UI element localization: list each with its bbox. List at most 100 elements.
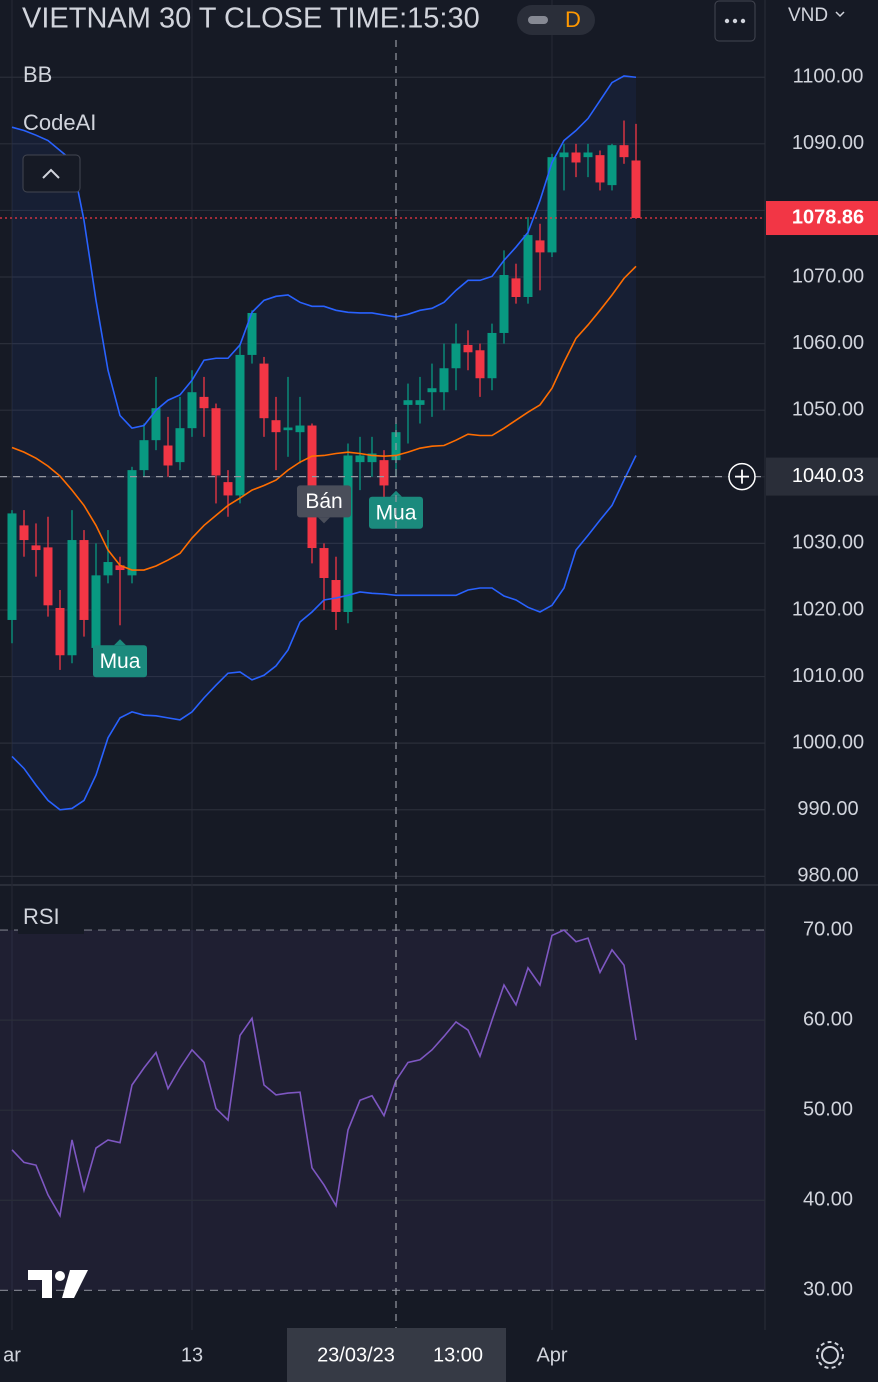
candle-body: [79, 540, 89, 620]
y-tick-label: 1060.00: [792, 332, 864, 354]
y-tick-label: 1100.00: [793, 66, 864, 88]
tv-logo: [28, 1270, 88, 1298]
currency[interactable]: VND: [788, 5, 828, 26]
last-price-label: 1078.86: [792, 206, 864, 228]
dot: [724, 18, 730, 24]
candle-body: [595, 155, 605, 183]
y-tick-label: 1030.00: [792, 532, 864, 554]
settings-icon[interactable]: [816, 1341, 844, 1369]
candle-body: [19, 525, 29, 541]
rsi-title-bg: [18, 900, 84, 934]
candle-body: [175, 428, 185, 463]
chevron-up: [42, 168, 60, 179]
y-tick-label: 70.00: [803, 918, 853, 940]
band-middle: [11, 265, 637, 571]
crosshair-price-box: [766, 457, 878, 496]
candle-body: [427, 388, 437, 393]
y-tick-label: 60.00: [803, 1008, 853, 1030]
signal-pointer: [390, 490, 402, 497]
candle-body: [559, 152, 569, 158]
candle-body: [343, 455, 353, 612]
indicator-label: CodeAI: [23, 110, 96, 135]
collapse-button[interactable]: [22, 154, 81, 193]
candle-body: [619, 145, 629, 158]
candle-body: [475, 350, 485, 379]
band-upper: [11, 75, 637, 430]
candle-body: [547, 157, 557, 253]
crosshair-price-label: 1040.03: [792, 465, 864, 487]
gear-teeth: [816, 1341, 844, 1369]
candle-body: [199, 396, 209, 409]
rsi-line: [11, 929, 637, 1218]
candle-body: [223, 482, 233, 496]
logo-part: [28, 1270, 52, 1298]
candle-body: [31, 545, 41, 551]
y-tick-label: 1070.00: [792, 265, 864, 287]
candle-body: [523, 235, 533, 297]
x-tick-label: 13: [181, 1344, 203, 1366]
x-tick-label: Apr: [536, 1344, 567, 1366]
band-lower: [11, 455, 637, 811]
candle-body: [163, 445, 173, 466]
candle-body: [55, 607, 65, 656]
candle-body: [415, 400, 425, 405]
candle-body: [451, 343, 461, 369]
crosshair-time: 13:00: [433, 1344, 483, 1366]
signal-label: Mua: [100, 650, 141, 673]
candle-body: [91, 575, 101, 648]
candle-body: [511, 278, 521, 297]
y-tick-label: 1090.00: [792, 132, 864, 154]
candle-body: [247, 312, 257, 355]
candle-body: [319, 548, 329, 579]
y-tick-label: 1050.00: [792, 398, 864, 420]
signal-box: [93, 645, 147, 678]
dot: [740, 18, 746, 24]
rsi-title: RSI: [23, 904, 60, 929]
candle-body: [379, 460, 389, 486]
y-tick-label: 50.00: [803, 1098, 853, 1120]
y-tick-label: 1010.00: [792, 665, 864, 687]
candle-body: [331, 580, 341, 612]
gear: [821, 1346, 839, 1364]
candle-body: [127, 470, 137, 576]
last-price-box: [766, 201, 878, 236]
crosshair-time-box: [287, 1328, 506, 1382]
candle-body: [283, 427, 293, 431]
crosshair-date: 23/03/23: [317, 1344, 395, 1366]
candle-body: [271, 420, 281, 433]
candle-body: [607, 145, 617, 186]
band-fill: [12, 75, 636, 810]
candle-body: [535, 240, 545, 253]
interval-pill[interactable]: [517, 5, 595, 35]
candle-body: [355, 455, 365, 463]
y-tick-label: 40.00: [803, 1189, 853, 1211]
chart-title: VIETNAM 30 T CLOSE TIME:15:30: [22, 3, 480, 35]
candle-body: [211, 408, 221, 476]
toggle-icon: [528, 16, 548, 24]
candle-body: [499, 275, 509, 333]
candle-body: [463, 344, 473, 353]
more-button[interactable]: [714, 0, 756, 42]
candle-body: [295, 425, 305, 433]
y-tick-label: 980.00: [797, 865, 858, 887]
candle-body: [115, 565, 125, 571]
signal-pointer: [318, 517, 330, 524]
interval[interactable]: D: [565, 7, 581, 32]
signal-box: [297, 485, 351, 518]
y-tick-label: 1000.00: [792, 731, 864, 753]
candle-body: [403, 400, 413, 405]
y-tick-label: 30.00: [803, 1279, 853, 1301]
candle-body: [439, 368, 449, 393]
candle-body: [187, 392, 197, 429]
candle-body: [235, 354, 245, 496]
signal-pointer: [114, 639, 126, 646]
candle-body: [631, 160, 641, 219]
chevron: [835, 11, 845, 18]
candle-body: [583, 152, 593, 158]
candle-body: [151, 408, 161, 441]
candle-body: [67, 540, 77, 656]
